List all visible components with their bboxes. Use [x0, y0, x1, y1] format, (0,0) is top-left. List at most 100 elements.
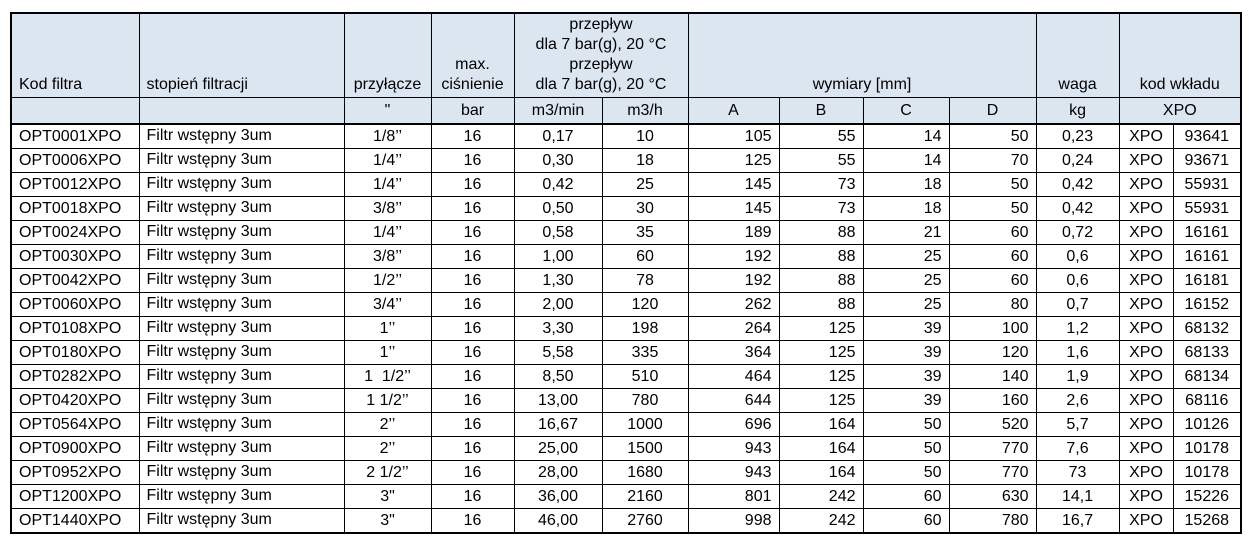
table-row: OPT0006XPO Filtr wstępny 3um 1/4’’ 16 0,30 18… [10, 147, 1242, 173]
cell-max-cisnienie: 16 [430, 195, 515, 221]
table-row: OPT0001XPO Filtr wstępny 3um 1/8’’ 16 0,17 10… [10, 123, 1242, 149]
cell-wymiar-c: 14 [862, 147, 950, 173]
cell-stopien-filtracji: Filtr wstępny 3um [138, 459, 345, 485]
cell-wymiar-b: 164 [778, 435, 864, 461]
cell-wymiar-a: 943 [687, 459, 780, 485]
cell-stopien-filtracji: Filtr wstępny 3um [138, 411, 345, 437]
cell-kod-filtra: OPT0060XPO [10, 291, 140, 317]
cell-stopien-filtracji: Filtr wstępny 3um [138, 363, 345, 389]
cell-stopien-filtracji: Filtr wstępny 3um [138, 123, 345, 149]
cell-przeplyw-m3h: 35 [601, 219, 689, 245]
cell-waga: 2,6 [1035, 387, 1120, 413]
cell-wklad-prefix: XPO [1118, 411, 1174, 437]
table-row: OPT0012XPO Filtr wstępny 3um 1/4’’ 16 0,42 25… [10, 171, 1242, 197]
cell-stopien-filtracji: Filtr wstępny 3um [138, 291, 345, 317]
cell-kod-filtra: OPT0420XPO [10, 387, 140, 413]
cell-przeplyw-m3h: 1500 [601, 435, 689, 461]
cell-wymiar-c: 60 [862, 507, 950, 533]
cell-przeplyw-m3h: 25 [601, 171, 689, 197]
cell-waga: 0,24 [1035, 147, 1120, 173]
header-stopien-filtracji: stopień filtracji [138, 12, 345, 98]
cell-przeplyw-m3min: 28,00 [513, 459, 603, 485]
header-unit-dim-a: A [687, 97, 780, 125]
table-row: OPT0282XPO Filtr wstępny 3um 1 1/2’’ 16 8,50… [10, 363, 1242, 389]
cell-max-cisnienie: 16 [430, 171, 515, 197]
cell-waga: 1,6 [1035, 339, 1120, 365]
cell-wklad-prefix: XPO [1118, 387, 1174, 413]
cell-przeplyw-m3h: 18 [601, 147, 689, 173]
cell-wymiar-c: 39 [862, 363, 950, 389]
table-row: OPT1200XPO Filtr wstępny 3um 3" 16 36,00 2160… [10, 483, 1242, 509]
cell-wklad-prefix: XPO [1118, 147, 1174, 173]
cell-wklad-numer: 68132 [1172, 315, 1242, 341]
cell-wklad-prefix: XPO [1118, 483, 1174, 509]
cell-max-cisnienie: 16 [430, 219, 515, 245]
cell-wymiar-b: 88 [778, 267, 864, 293]
cell-max-cisnienie: 16 [430, 315, 515, 341]
cell-wymiar-b: 242 [778, 507, 864, 533]
cell-max-cisnienie: 16 [430, 363, 515, 389]
cell-wklad-prefix: XPO [1118, 435, 1174, 461]
cell-przylacze: 2 1/2’’ [343, 459, 432, 485]
cell-wklad-numer: 68116 [1172, 387, 1242, 413]
cell-waga: 0,23 [1035, 123, 1120, 149]
cell-wklad-numer: 68133 [1172, 339, 1242, 365]
cell-wklad-prefix: XPO [1118, 195, 1174, 221]
cell-wymiar-d: 100 [948, 315, 1037, 341]
cell-wymiar-b: 88 [778, 219, 864, 245]
header-unit-dim-c: C [862, 97, 950, 125]
cell-wymiar-a: 145 [687, 195, 780, 221]
cell-wymiar-c: 14 [862, 123, 950, 149]
cell-wymiar-a: 998 [687, 507, 780, 533]
cell-wymiar-d: 770 [948, 435, 1037, 461]
cell-wklad-prefix: XPO [1118, 243, 1174, 269]
cell-przeplyw-m3min: 13,00 [513, 387, 603, 413]
cell-stopien-filtracji: Filtr wstępny 3um [138, 243, 345, 269]
cell-stopien-filtracji: Filtr wstępny 3um [138, 267, 345, 293]
table-row: OPT0900XPO Filtr wstępny 3um 2’’ 16 25,00 150… [10, 435, 1242, 461]
cell-wymiar-c: 25 [862, 243, 950, 269]
table-body: OPT0001XPO Filtr wstępny 3um 1/8’’ 16 0,17 10… [10, 123, 1242, 533]
cell-max-cisnienie: 16 [430, 435, 515, 461]
table-row: OPT0108XPO Filtr wstępny 3um 1’’ 16 3,30 198 2… [10, 315, 1242, 341]
cell-max-cisnienie: 16 [430, 507, 515, 533]
header-unit-m3h: m3/h [601, 97, 689, 125]
cell-przylacze: 3/4’’ [343, 291, 432, 317]
cell-waga: 7,6 [1035, 435, 1120, 461]
header-unit-inch: " [343, 97, 432, 125]
cell-max-cisnienie: 16 [430, 459, 515, 485]
cell-kod-filtra: OPT0001XPO [10, 123, 140, 149]
cell-wklad-numer: 16152 [1172, 291, 1242, 317]
filter-spec-sheet: Kod filtra stopień filtracji przyłącze m… [10, 12, 1243, 534]
cell-wymiar-d: 80 [948, 291, 1037, 317]
header-unit-xpo: XPO [1118, 97, 1242, 125]
cell-wymiar-d: 160 [948, 387, 1037, 413]
cell-przylacze: 3/8’’ [343, 195, 432, 221]
header-row-main: Kod filtra stopień filtracji przyłącze m… [10, 12, 1242, 98]
cell-stopien-filtracji: Filtr wstępny 3um [138, 195, 345, 221]
cell-wklad-numer: 10178 [1172, 459, 1242, 485]
cell-przeplyw-m3min: 3,30 [513, 315, 603, 341]
cell-wymiar-a: 464 [687, 363, 780, 389]
cell-przylacze: 1/8’’ [343, 123, 432, 149]
cell-wklad-prefix: XPO [1118, 363, 1174, 389]
cell-kod-filtra: OPT0024XPO [10, 219, 140, 245]
cell-przylacze: 1/4’’ [343, 219, 432, 245]
cell-przeplyw-m3h: 510 [601, 363, 689, 389]
cell-stopien-filtracji: Filtr wstępny 3um [138, 387, 345, 413]
cell-wymiar-d: 770 [948, 459, 1037, 485]
table-row: OPT0564XPO Filtr wstępny 3um 2’’ 16 16,67 100… [10, 411, 1242, 437]
cell-wymiar-d: 780 [948, 507, 1037, 533]
cell-wklad-prefix: XPO [1118, 267, 1174, 293]
cell-waga: 0,72 [1035, 219, 1120, 245]
cell-wymiar-d: 60 [948, 267, 1037, 293]
cell-kod-filtra: OPT0042XPO [10, 267, 140, 293]
cell-kod-filtra: OPT1440XPO [10, 507, 140, 533]
cell-wymiar-b: 242 [778, 483, 864, 509]
cell-przylacze: 1’’ [343, 339, 432, 365]
cell-wymiar-a: 364 [687, 339, 780, 365]
cell-kod-filtra: OPT0564XPO [10, 411, 140, 437]
header-unit-empty-1 [10, 97, 140, 125]
cell-przylacze: 2’’ [343, 435, 432, 461]
cell-wklad-prefix: XPO [1118, 291, 1174, 317]
